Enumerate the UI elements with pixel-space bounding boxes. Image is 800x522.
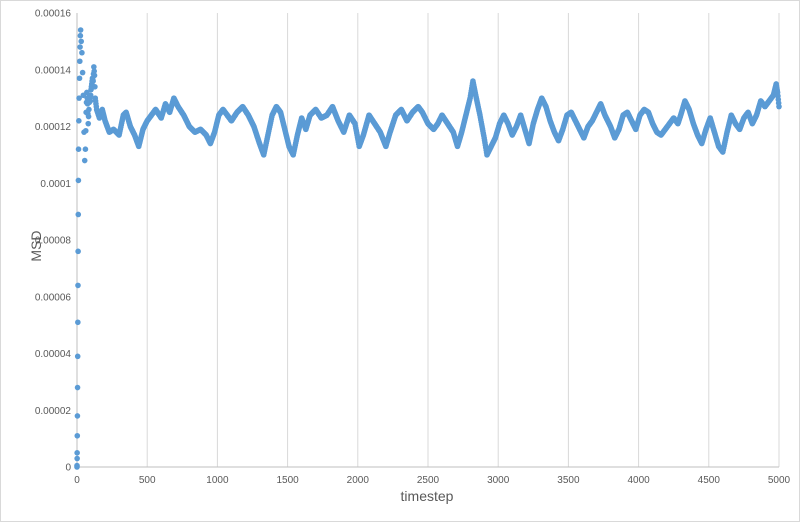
y-tick-label: 0.00016 bbox=[35, 9, 72, 20]
x-tick-label: 2500 bbox=[417, 475, 440, 486]
x-axis-title: timestep bbox=[401, 488, 454, 504]
data-point bbox=[86, 99, 93, 106]
data-point bbox=[86, 106, 92, 113]
data-point bbox=[74, 450, 80, 456]
data-point bbox=[74, 353, 81, 360]
data-point bbox=[774, 87, 781, 94]
gridlines bbox=[146, 13, 780, 467]
data-point bbox=[79, 69, 86, 76]
data-point bbox=[76, 118, 82, 124]
data-point bbox=[76, 75, 83, 82]
data-point bbox=[77, 27, 84, 33]
data-point bbox=[85, 113, 92, 120]
data-point bbox=[81, 157, 88, 164]
data-point bbox=[76, 95, 82, 101]
data-point bbox=[87, 92, 94, 99]
data-point bbox=[75, 211, 82, 218]
data-point bbox=[75, 248, 81, 255]
y-tick-label: 0.00008 bbox=[35, 236, 72, 247]
data-point bbox=[82, 146, 89, 152]
data-point bbox=[480, 132, 487, 139]
y-tick-labels: 0 0.00002 0.00004 0.00006 0.00008 0.0001 0.000… bbox=[35, 9, 72, 474]
x-tick-label: 3500 bbox=[557, 475, 580, 486]
y-axis-title: MSD bbox=[28, 230, 44, 261]
data-point bbox=[91, 68, 97, 74]
data-point bbox=[79, 49, 85, 56]
data-point bbox=[74, 384, 81, 391]
data-point bbox=[75, 177, 82, 184]
data-series bbox=[74, 27, 782, 470]
data-point bbox=[89, 76, 96, 83]
x-tick-label: 1500 bbox=[276, 475, 299, 486]
y-tick-label: 0.00002 bbox=[35, 406, 72, 417]
data-point bbox=[82, 127, 89, 134]
data-point bbox=[74, 413, 81, 419]
x-tick-label: 0 bbox=[74, 475, 80, 486]
y-tick-label: 0.00014 bbox=[35, 65, 72, 76]
data-point bbox=[775, 100, 782, 106]
y-tick-label: 0.00006 bbox=[35, 292, 72, 303]
data-point bbox=[91, 64, 97, 70]
data-point bbox=[92, 83, 98, 90]
data-point bbox=[74, 432, 81, 439]
y-tick-label: 0.00004 bbox=[35, 349, 72, 360]
x-tick-label: 4500 bbox=[698, 475, 721, 486]
data-point bbox=[78, 38, 85, 45]
x-tick-label: 5000 bbox=[768, 475, 791, 486]
y-tick-label: 0.00012 bbox=[35, 122, 72, 133]
x-tick-label: 4000 bbox=[627, 475, 650, 486]
y-tick-label: 0.0001 bbox=[40, 179, 71, 190]
data-point bbox=[77, 44, 83, 50]
data-point bbox=[75, 146, 82, 152]
data-point bbox=[77, 58, 83, 65]
x-tick-label: 2000 bbox=[347, 475, 370, 486]
data-point bbox=[74, 455, 80, 462]
data-point bbox=[74, 462, 80, 469]
data-point bbox=[85, 120, 92, 127]
data-point bbox=[75, 282, 81, 289]
x-tick-label: 500 bbox=[139, 475, 156, 486]
x-tick-labels: 0 500 1000 1500 2000 2500 3000 3500 4000 4500 5000 bbox=[74, 475, 790, 486]
data-point bbox=[75, 319, 81, 326]
x-tick-label: 3000 bbox=[487, 475, 510, 486]
y-tick-label: 0 bbox=[65, 463, 71, 474]
data-point bbox=[476, 110, 483, 116]
data-point bbox=[77, 32, 84, 39]
x-tick-label: 1000 bbox=[206, 475, 229, 486]
